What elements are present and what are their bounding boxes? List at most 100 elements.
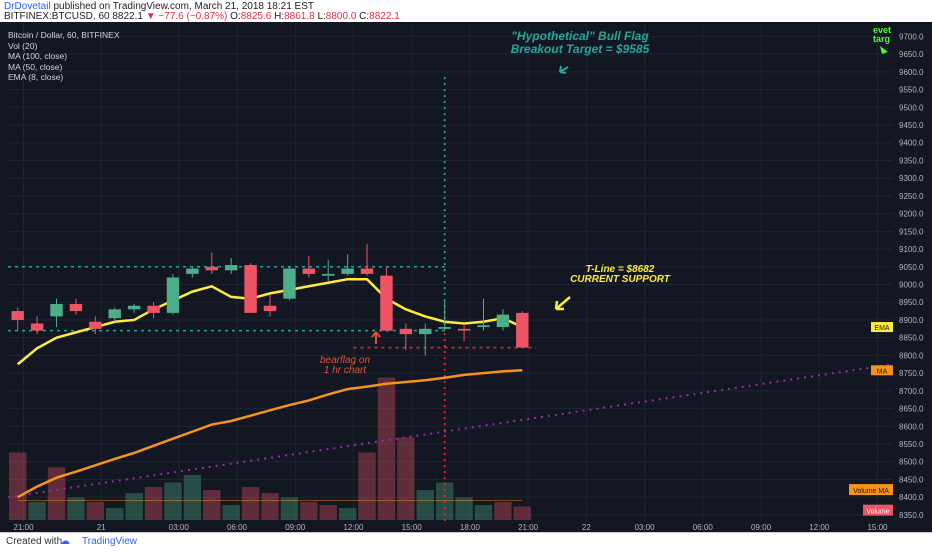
ma50-line <box>17 369 523 499</box>
candle-body <box>89 321 102 329</box>
grid <box>8 24 893 522</box>
close-value: 8822.1 <box>369 11 400 22</box>
price-tick-label: 8700.0 <box>899 387 924 396</box>
price-tick-label: 9600.0 <box>899 68 924 77</box>
candle-body <box>380 275 393 331</box>
price-tick-label: 8350.0 <box>899 511 924 520</box>
open-label: O: <box>230 11 241 22</box>
price-tick-label: 8950.0 <box>899 298 924 307</box>
volume-bar <box>222 505 240 520</box>
candle-body <box>166 277 180 313</box>
tline-label-line2: CURRENT SUPPORT <box>570 274 671 285</box>
volume-bar <box>474 505 493 520</box>
candle-body <box>341 268 354 274</box>
volume-bar <box>319 505 337 520</box>
candle-body <box>322 273 335 276</box>
candle-body <box>50 304 63 317</box>
candle-body <box>108 309 121 319</box>
event-label-line2: targ <box>873 34 890 44</box>
indicator-lines <box>16 277 523 499</box>
support-arrow-icon <box>554 296 571 311</box>
last-price: 8822.1 <box>112 11 143 22</box>
time-tick-label: 06:00 <box>693 523 714 532</box>
candle-body <box>516 312 529 348</box>
price-tick-label: 8400.0 <box>899 493 924 502</box>
volume-bar <box>164 482 182 520</box>
publish-line: DrDovetail published on TradingView.com,… <box>4 1 314 12</box>
volume-bars <box>9 377 532 520</box>
volume-ma-tag-bg <box>849 484 893 496</box>
time-tick-label: 15:00 <box>402 523 423 532</box>
candle-body <box>127 305 141 310</box>
volume-bar <box>241 487 260 520</box>
target-arrow-icon <box>559 65 569 74</box>
volume-bar <box>125 493 143 520</box>
time-axis[interactable]: 21:00 21 03:00 06:00 09:00 12:00 15:00 18:00 21:… <box>0 522 932 532</box>
created-with-label: Created with <box>6 536 63 547</box>
volume-bar <box>397 437 415 520</box>
volume-bar <box>28 502 46 520</box>
volume-bar <box>358 452 376 520</box>
price-chart[interactable]: 9700.0 9650.0 9600.0 9550.0 9500.0 9450.0 9400… <box>0 22 932 532</box>
candle-body <box>69 304 83 312</box>
close-label: C: <box>359 11 370 22</box>
time-tick-label: 03:00 <box>635 523 656 532</box>
legend-ma100[interactable]: MA (100, close) <box>8 51 68 61</box>
time-tick-label: 22 <box>582 523 591 532</box>
price-tick-label: 9200.0 <box>899 210 924 219</box>
price-tick-label: 9450.0 <box>899 121 924 130</box>
tradingview-logo-icon[interactable]: ☁ <box>60 536 70 547</box>
legend-ema8[interactable]: EMA (8, close) <box>8 72 64 82</box>
candle-body <box>477 325 490 328</box>
legend-title[interactable]: Bitcoin / Dollar, 60, BITFINEX <box>8 30 120 40</box>
price-tick-label: 9300.0 <box>899 174 924 183</box>
ma-price-tag-bg <box>871 365 893 376</box>
volume-tag: Volume <box>866 509 889 516</box>
bearflag-label-line2: 1 hr chart <box>324 365 367 376</box>
volume-bar <box>106 508 124 520</box>
publish-info: published on TradingView.com, March 21, … <box>53 1 315 12</box>
ema8-line <box>16 277 523 366</box>
volume-tag-bg <box>863 504 893 516</box>
time-tick-label: 12:00 <box>343 523 364 532</box>
price-axis[interactable]: 9700.0 9650.0 9600.0 9550.0 9500.0 9450.0 9400… <box>849 22 932 532</box>
low-value: 8800.0 <box>325 11 357 22</box>
volume-ma-tag: Volume MA <box>853 488 889 495</box>
volume-bar <box>67 497 85 520</box>
tradingview-link[interactable]: TradingView <box>82 536 138 547</box>
time-tick-label: 03:00 <box>169 523 190 532</box>
volume-bar <box>144 487 163 520</box>
price-axis-bg <box>893 22 932 532</box>
volume-bar <box>300 502 318 520</box>
price-tick-label: 8750.0 <box>899 369 924 378</box>
ema-price-tag: EMA <box>874 325 890 332</box>
high-value: 8861.8 <box>284 11 315 22</box>
time-tick-label: 21:00 <box>14 523 35 532</box>
volume-bar <box>183 475 202 520</box>
candle-body <box>11 311 24 320</box>
price-tick-label: 8650.0 <box>899 405 924 414</box>
time-tick-label: 18:00 <box>460 523 481 532</box>
price-tick-label: 8500.0 <box>899 458 924 467</box>
indicator-legend: Bitcoin / Dollar, 60, BITFINEX Vol (20) … <box>8 30 119 83</box>
volume-bar <box>261 493 279 520</box>
time-tick-label: 15:00 <box>867 523 888 532</box>
volume-bar <box>338 508 357 520</box>
candle-body <box>147 305 160 313</box>
volume-bar <box>494 502 512 520</box>
volume-bar <box>203 490 221 520</box>
volume-bar <box>377 377 396 520</box>
author-link[interactable]: DrDovetail <box>4 1 51 12</box>
legend-ma50[interactable]: MA (50, close) <box>8 61 63 72</box>
header: DrDovetail published on TradingView.com,… <box>0 0 932 22</box>
footer: Created with ☁ TradingView <box>0 532 932 551</box>
symbol: BITFINEX:BTCUSD, 60 <box>4 11 110 22</box>
price-tick-label: 8800.0 <box>899 351 924 360</box>
price-tick-label: 8850.0 <box>899 334 924 343</box>
candle-body <box>496 314 510 328</box>
candle-body <box>302 268 316 274</box>
candle-body <box>244 265 257 313</box>
bearflag-arrow-icon <box>371 331 381 344</box>
legend-vol[interactable]: Vol (20) <box>8 40 38 51</box>
price-tick-label: 8600.0 <box>899 422 924 431</box>
